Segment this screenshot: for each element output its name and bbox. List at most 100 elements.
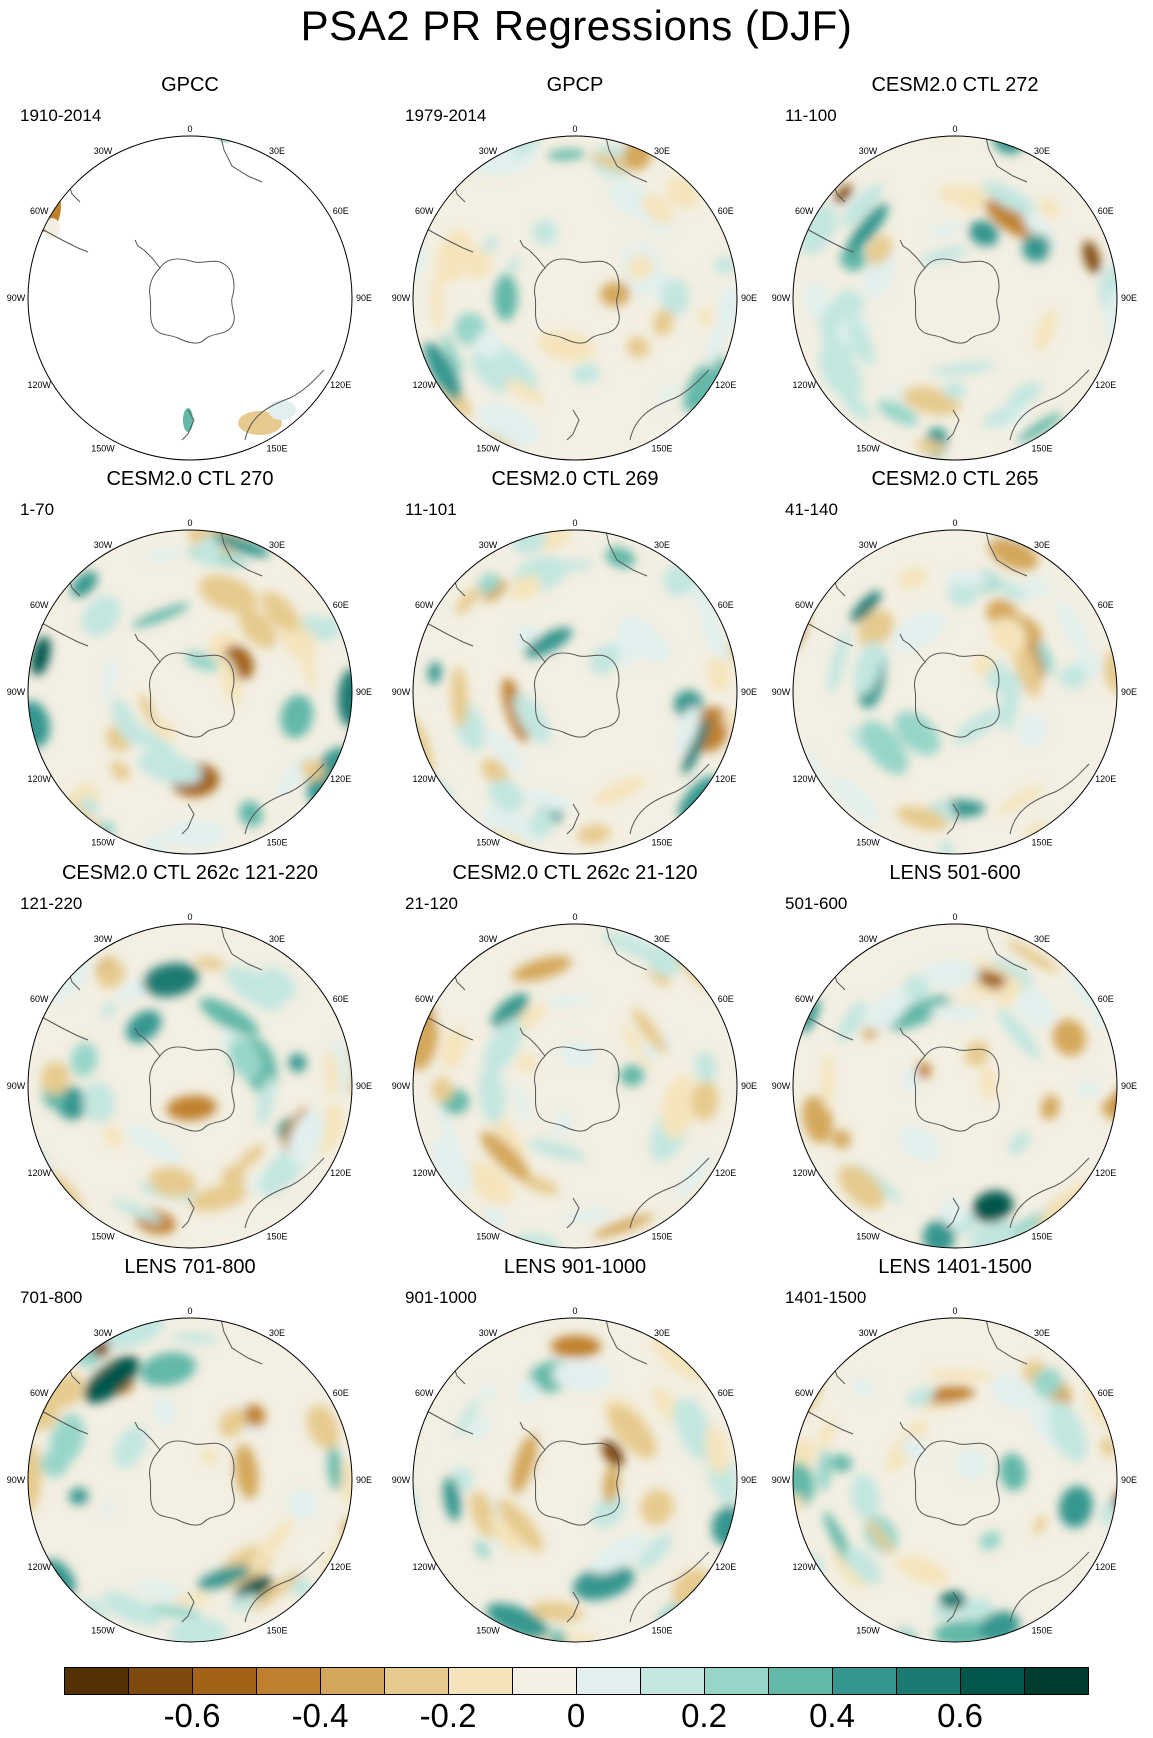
precip-anomaly xyxy=(550,1335,601,1358)
colorbar-tick-label: 0.6 xyxy=(937,1697,983,1734)
colorbar-box xyxy=(768,1667,833,1695)
longitude-label: 90E xyxy=(356,293,372,303)
precip-anomaly xyxy=(40,1450,68,1478)
longitude-label: 60W xyxy=(795,206,814,216)
precip-anomaly xyxy=(166,1095,217,1121)
figure-title: PSA2 PR Regressions (DJF) xyxy=(300,2,853,49)
longitude-label: 90E xyxy=(1121,1081,1137,1091)
precip-anomaly xyxy=(682,717,710,775)
precip-anomaly xyxy=(469,1490,497,1539)
precip-anomaly xyxy=(915,439,945,454)
precip-anomaly xyxy=(430,1138,473,1193)
longitude-label: 90W xyxy=(772,1081,791,1091)
precip-anomaly xyxy=(524,790,574,812)
precip-anomaly xyxy=(491,993,529,1028)
longitude-label: 60W xyxy=(795,994,814,1004)
precip-anomaly xyxy=(307,1404,339,1450)
precip-anomaly xyxy=(111,1198,163,1223)
precip-anomaly xyxy=(1037,640,1055,675)
precip-anomaly xyxy=(470,352,508,394)
precip-anomaly xyxy=(932,136,962,137)
precip-anomaly xyxy=(707,654,731,693)
precip-anomaly xyxy=(839,246,867,272)
longitude-label: 90E xyxy=(741,1475,757,1485)
precip-anomaly xyxy=(28,1444,42,1512)
precip-anomaly xyxy=(846,203,889,255)
precip-anomaly xyxy=(537,331,595,362)
precip-anomaly xyxy=(455,1398,480,1436)
polar-map: 030E60E90E120E150E180150W120W90W60W30W xyxy=(392,518,757,855)
precip-anomaly xyxy=(1056,601,1089,653)
longitude-label: 120W xyxy=(413,1168,437,1178)
precip-anomaly xyxy=(287,1488,318,1520)
precip-anomaly xyxy=(503,378,546,405)
precip-anomaly xyxy=(455,587,480,615)
precip-anomaly xyxy=(893,611,946,652)
longitude-label: 30E xyxy=(654,146,670,156)
precip-anomaly xyxy=(451,666,468,728)
longitude-label: 150W xyxy=(856,1232,880,1242)
precip-anomaly xyxy=(600,281,630,307)
longitude-label: 90W xyxy=(7,1081,26,1091)
precip-anomaly xyxy=(80,796,99,815)
longitude-label: 30E xyxy=(1034,146,1050,156)
longitude-label: 30E xyxy=(269,934,285,944)
precip-anomaly xyxy=(674,705,700,755)
precip-anomaly xyxy=(431,274,443,331)
precip-anomaly xyxy=(474,1541,490,1559)
longitude-label: 90W xyxy=(7,1475,26,1485)
precip-anomaly xyxy=(563,1208,614,1223)
panel-title: CESM2.0 CTL 269 xyxy=(491,468,659,490)
longitude-label: 30W xyxy=(859,146,878,156)
longitude-label: 90E xyxy=(1121,687,1137,697)
longitude-label: 150E xyxy=(651,1626,672,1636)
precip-anomaly xyxy=(520,1175,559,1195)
polar-map: 030E60E90E120E150E180150W120W90W60W30W xyxy=(392,124,757,461)
precip-anomaly xyxy=(925,223,966,237)
map-panel: LENS 501-600030E60E90E120E150E180150W120… xyxy=(765,862,1145,1257)
precip-anomaly xyxy=(845,1546,882,1585)
precip-anomaly xyxy=(860,720,909,775)
precip-anomaly xyxy=(127,724,181,763)
precip-anomaly xyxy=(922,1220,955,1248)
longitude-label: 150E xyxy=(651,838,672,848)
precip-anomaly xyxy=(141,1604,203,1618)
precip-anomaly xyxy=(591,1494,625,1529)
precip-anomaly xyxy=(832,1548,868,1589)
panel-title: GPCP xyxy=(546,74,604,96)
precip-anomaly xyxy=(641,193,674,225)
precip-anomaly xyxy=(427,661,442,684)
longitude-label: 120E xyxy=(1095,1562,1116,1572)
precip-anomaly xyxy=(194,956,226,970)
precip-anomaly xyxy=(1103,648,1117,693)
longitude-label: 60W xyxy=(415,1388,434,1398)
longitude-label: 0 xyxy=(952,518,957,528)
precip-anomaly xyxy=(478,573,500,594)
longitude-label: 120W xyxy=(793,380,817,390)
longitude-label: 90W xyxy=(392,1081,411,1091)
precip-anomaly xyxy=(1033,1368,1062,1398)
precip-anomaly xyxy=(933,1620,993,1642)
longitude-label: 90E xyxy=(1121,1475,1137,1485)
precip-anomaly xyxy=(607,1404,657,1459)
precip-anomaly xyxy=(102,1499,115,1516)
precip-anomaly xyxy=(131,603,190,628)
precip-anomaly xyxy=(896,1555,949,1585)
precip-anomaly xyxy=(817,1449,832,1492)
colorbar-box xyxy=(640,1667,705,1695)
map-panel: CESM2.0 CTL 262c 121-220 0 30E 60E 90E 120E 15… xyxy=(0,862,380,1257)
longitude-label: 60W xyxy=(415,994,434,1004)
precip-anomaly xyxy=(493,274,518,321)
longitude-label: 120E xyxy=(715,1168,736,1178)
precip-anomaly xyxy=(288,1053,307,1072)
precip-anomaly xyxy=(517,1379,541,1404)
precip-anomaly xyxy=(229,1593,258,1612)
panel-title: CESM2.0 CTL 272 xyxy=(871,74,1039,96)
longitude-label: 30W xyxy=(479,146,498,156)
colorbar-box xyxy=(64,1667,129,1695)
precip-anomaly xyxy=(31,636,51,676)
longitude-label: 150W xyxy=(476,838,500,848)
precip-anomaly xyxy=(101,1002,117,1018)
precip-anomaly xyxy=(632,1008,668,1055)
precip-anomaly xyxy=(636,1533,673,1572)
